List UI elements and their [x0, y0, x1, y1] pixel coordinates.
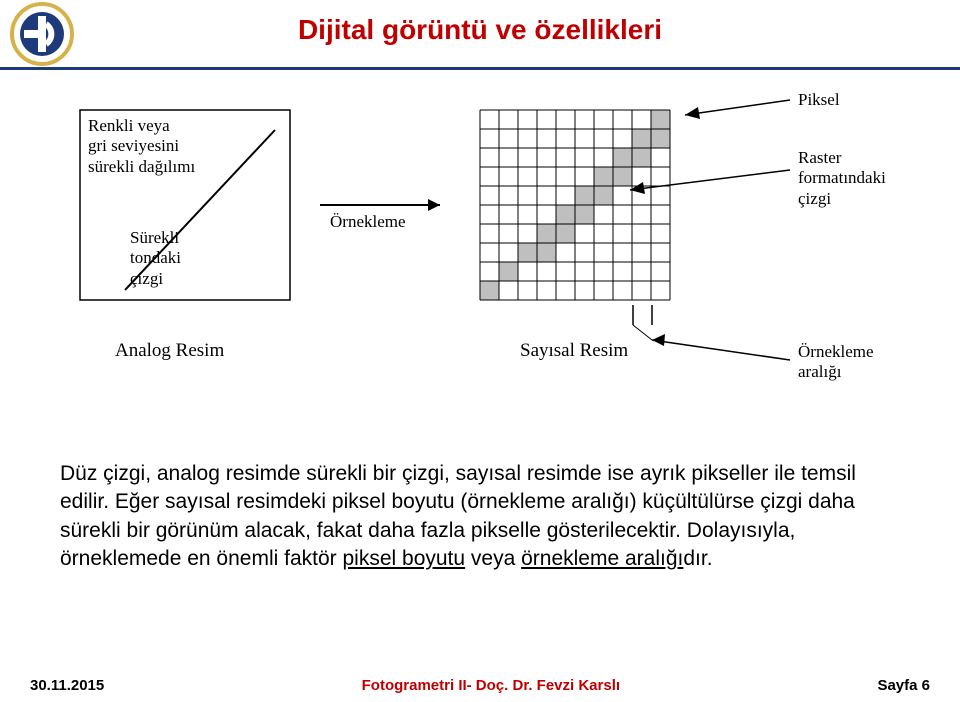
footer: 30.11.2015 Fotogrametri II- Doç. Dr. Fev…	[0, 677, 960, 694]
header: Dijital görüntü ve özellikleri	[0, 0, 960, 70]
analog-desc-label: Renkli veya gri seviyesini sürekli dağıl…	[88, 116, 195, 177]
logo	[10, 2, 74, 66]
footer-page: Sayfa 6	[877, 677, 930, 694]
footer-date: 30.11.2015	[30, 677, 104, 694]
para-underline-1: piksel boyutu	[343, 547, 466, 570]
analog-line-label: Sürekli tondaki çizgi	[130, 228, 181, 289]
analog-caption: Analog Resim	[115, 340, 224, 363]
body-paragraph: Düz çizgi, analog resimde sürekli bir çi…	[0, 440, 960, 573]
footer-center: Fotogrametri II- Doç. Dr. Fevzi Karslı	[362, 677, 620, 694]
pixel-label: Piksel	[798, 90, 840, 110]
interval-label: Örnekleme aralığı	[798, 342, 874, 383]
figure: Renkli veya gri seviyesini sürekli dağıl…	[20, 80, 940, 440]
page-title: Dijital görüntü ve özellikleri	[0, 0, 960, 46]
sampling-arrow-label: Örnekleme	[330, 212, 406, 232]
para-text-3: dır.	[683, 547, 712, 570]
raster-label: Raster formatındaki çizgi	[798, 148, 886, 209]
para-text-2: veya	[465, 547, 521, 570]
para-underline-2: örnekleme aralığı	[521, 547, 683, 570]
digital-caption: Sayısal Resim	[520, 340, 628, 363]
